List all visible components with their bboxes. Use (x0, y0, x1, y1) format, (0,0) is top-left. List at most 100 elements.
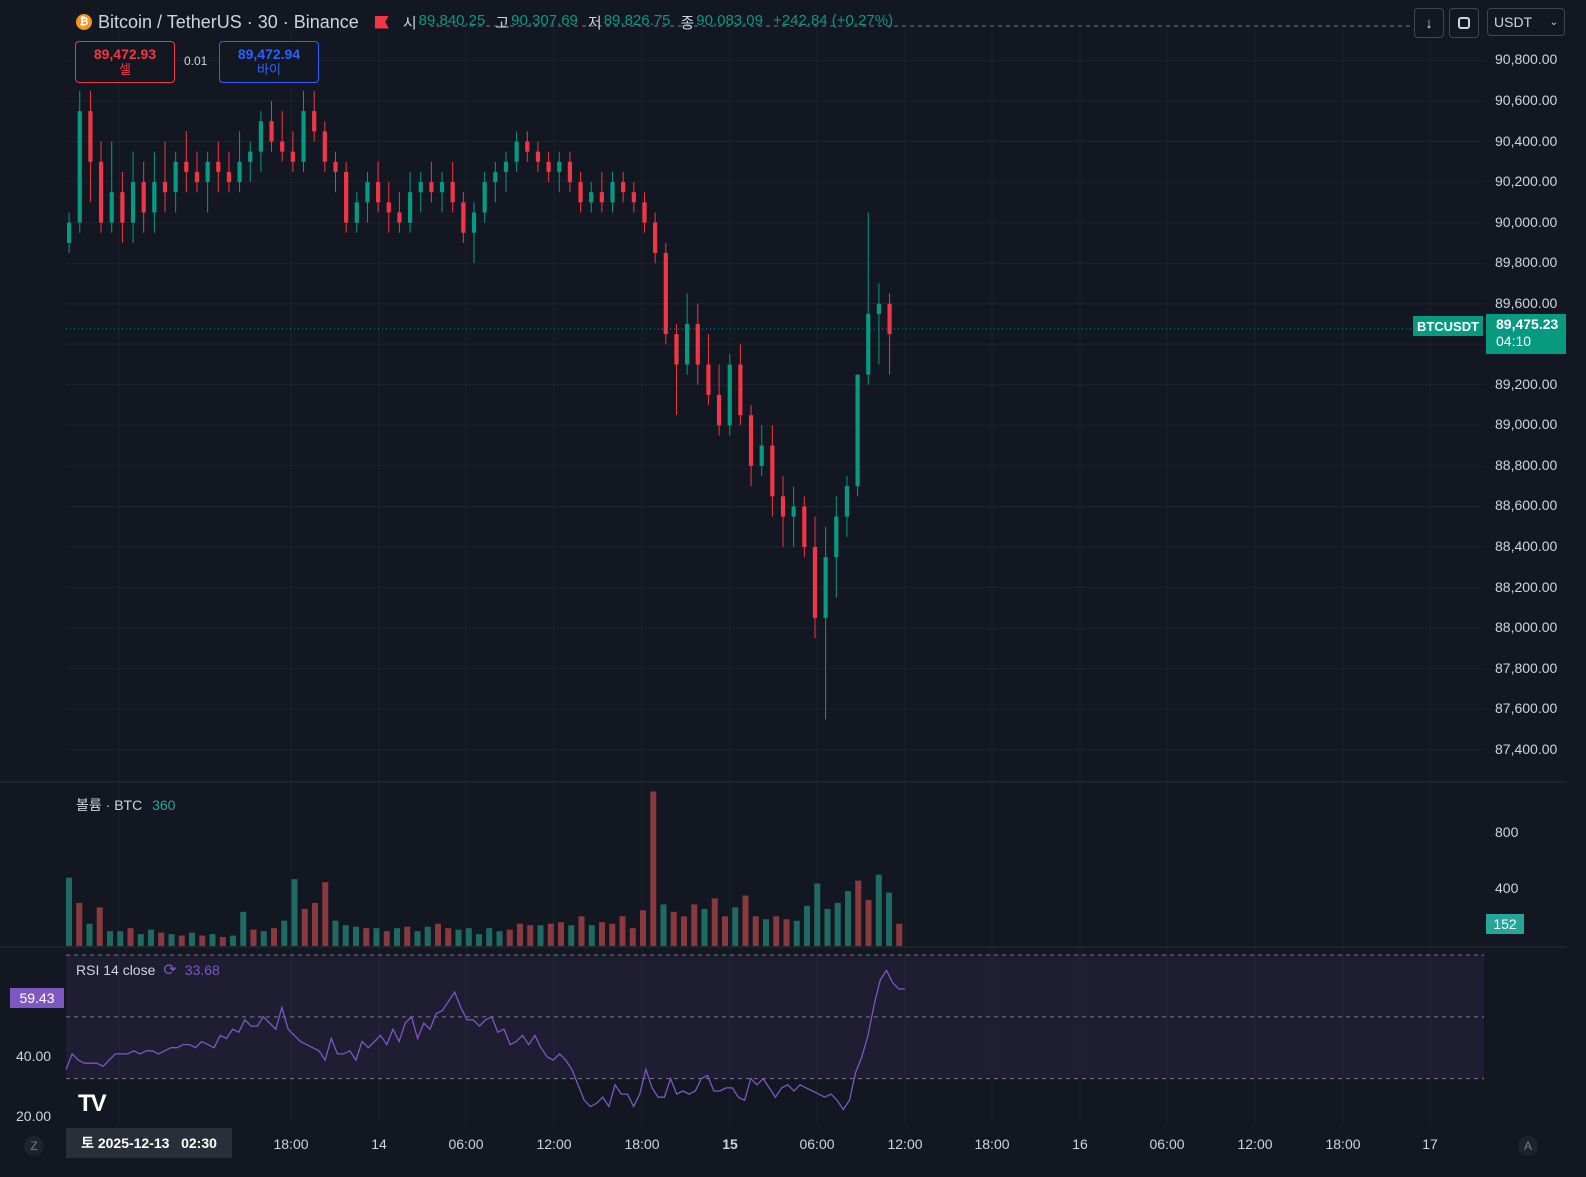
candle-body (685, 323, 690, 365)
candle-body (525, 141, 530, 152)
last-price-badge: 89,475.23 04:10 (1486, 314, 1566, 354)
volume-bar (578, 916, 585, 946)
candle-body (130, 182, 136, 223)
low-value: 89,826.75 (603, 11, 671, 29)
currency-select[interactable]: USDT ⌄ (1487, 8, 1565, 36)
volume-bar (178, 935, 185, 946)
spread-value: 0.01 (184, 54, 208, 68)
candle-body (205, 161, 210, 183)
volume-bar (137, 934, 144, 946)
refresh-icon[interactable]: ⟳ (163, 962, 177, 979)
volume-bar (486, 928, 493, 946)
candle-body (610, 182, 615, 203)
logo-text: TV (78, 1090, 107, 1117)
open-key: 시 (402, 14, 417, 32)
candle-body (397, 212, 402, 223)
candle-body (770, 445, 775, 497)
volume-bar (640, 910, 646, 946)
volume-bar (117, 931, 124, 946)
download-button[interactable]: ↓ (1414, 8, 1444, 38)
candle-body (354, 202, 359, 223)
volume-bar (834, 902, 841, 946)
volume-bar (537, 925, 544, 946)
candle-body (621, 182, 626, 193)
time-label: 18:00 (1325, 1136, 1361, 1152)
volume-bar (230, 935, 236, 946)
time-label: 12:00 (887, 1136, 923, 1152)
close-value: 90,083.09 (696, 11, 763, 29)
tradingview-logo[interactable]: TV (78, 1090, 107, 1118)
candle-body (653, 222, 658, 254)
candle-body (258, 121, 263, 152)
volume-legend[interactable]: 볼륨 · BTC 360 (76, 795, 175, 815)
price-label: 88,400.00 (1495, 537, 1558, 554)
volume-bar (722, 916, 728, 946)
volume-title: 볼륨 · BTC (76, 797, 143, 813)
fullscreen-button[interactable] (1449, 8, 1479, 38)
volume-axis-400: 400 (1495, 880, 1519, 896)
candle-body (461, 202, 466, 233)
auto-scale-button[interactable]: A (1518, 1136, 1538, 1156)
candle-body (407, 192, 413, 223)
volume-bar (435, 923, 441, 946)
candle-body (120, 192, 125, 223)
symbol-header: ₿ Bitcoin / TetherUS · 30 · Binance 시 89,… (76, 8, 901, 36)
price-label: 90,600.00 (1495, 91, 1558, 108)
candle-body (344, 171, 349, 223)
volume-bar (588, 925, 595, 946)
candle-body (226, 171, 232, 183)
sell-price: 89,472.93 (93, 46, 157, 62)
rsi-axis-40: 40.00 (16, 1048, 52, 1064)
flag-icon[interactable] (374, 15, 389, 29)
price-label: 87,600.00 (1495, 700, 1558, 717)
last-price: 89,475.23 (1496, 316, 1559, 332)
currency-label: USDT (1494, 14, 1533, 30)
price-label: 89,000.00 (1495, 416, 1558, 433)
time-label: 06:00 (799, 1136, 835, 1152)
volume-bar (496, 931, 503, 946)
candle-body (695, 323, 700, 365)
candle-body (631, 192, 636, 203)
candle-body (834, 516, 839, 558)
candle-body (599, 192, 604, 203)
candle-body (141, 182, 146, 213)
rsi-series (65, 954, 1484, 1111)
price-label: 88,000.00 (1495, 619, 1558, 636)
time-label: 17 (1422, 1136, 1438, 1152)
candle-body (301, 111, 306, 162)
candle-body (365, 182, 370, 203)
candle-body (855, 374, 860, 487)
rsi-value: 33.68 (184, 962, 220, 978)
volume-bar (250, 929, 257, 946)
volume-bar (301, 908, 308, 946)
candle-body (194, 171, 200, 183)
candle-body (67, 222, 72, 243)
sell-button[interactable]: 89,472.93 셀 (75, 41, 175, 83)
price-axis-bg (1484, 0, 1586, 946)
candle-body (589, 192, 594, 203)
current-time-badge: 토 2025-12-13 02:30 (66, 1128, 232, 1158)
volume-bar (189, 932, 195, 946)
volume-bar (96, 907, 103, 946)
zoom-button[interactable]: Z (24, 1136, 44, 1156)
volume-bar (219, 937, 226, 946)
volume-bar (886, 892, 892, 946)
volume-bar (660, 904, 667, 946)
volume-bar (281, 920, 288, 946)
price-label: 87,800.00 (1495, 659, 1558, 676)
rsi-legend[interactable]: RSI 14 close ⟳ 33.68 (76, 960, 220, 980)
candle-body (269, 121, 274, 142)
candle-body (482, 182, 487, 213)
rsi-band (66, 955, 1484, 1079)
candle-body (716, 394, 722, 426)
symbol-title[interactable]: Bitcoin / TetherUS · 30 · Binance (98, 11, 359, 32)
buy-button[interactable]: 89,472.94 바이 (219, 41, 319, 83)
candle-body (674, 334, 679, 365)
candle-body (727, 364, 732, 426)
buy-price: 89,472.94 (237, 46, 301, 62)
volume-bar (773, 916, 780, 946)
candle-body (503, 161, 509, 172)
volume-bar (855, 880, 862, 946)
